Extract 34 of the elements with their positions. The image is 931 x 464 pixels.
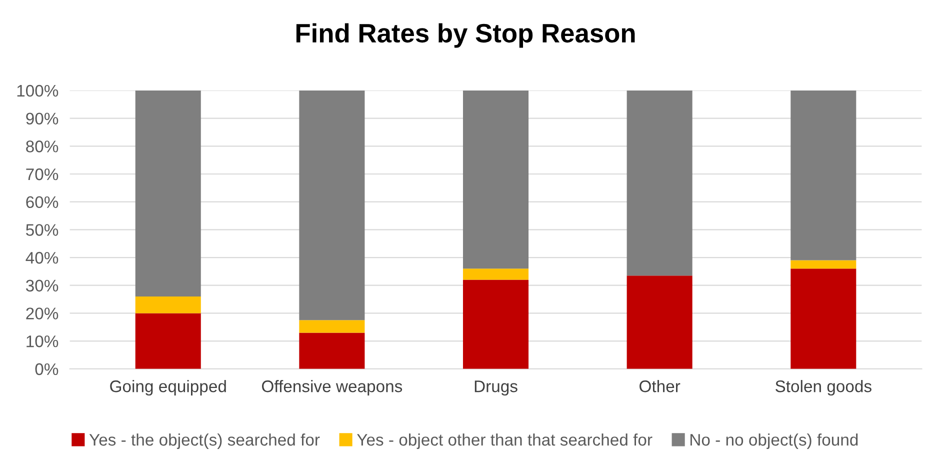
bar [790, 260, 856, 269]
bar [626, 90, 692, 276]
bar [790, 90, 856, 260]
bar [790, 268, 856, 369]
bar [135, 313, 201, 369]
y-tick-label: 60% [26, 196, 58, 208]
y-tick-label: 90% [26, 112, 58, 125]
x-tick-label: Offensive weapons [262, 380, 402, 396]
bar [626, 276, 692, 369]
x-tick-label: Other [640, 380, 680, 392]
bar [299, 332, 365, 369]
legend-label: Yes - the object(s) searched for [89, 433, 320, 449]
y-tick-label: 20% [26, 308, 58, 320]
x-tick-label: Stolen goods [776, 380, 872, 396]
x-tick-label: Drugs [474, 380, 518, 396]
y-tick-label: 0% [35, 363, 58, 376]
y-tick-label: 70% [26, 168, 58, 180]
bar [462, 268, 529, 280]
legend-label: Yes - object other than that searched for [357, 433, 652, 449]
bar [135, 90, 201, 296]
y-tick-label: 50% [26, 224, 58, 236]
chart-title: Find Rates by Stop Reason [296, 23, 635, 48]
bar [462, 280, 529, 369]
y-tick-label: 30% [26, 280, 58, 292]
bar [299, 320, 365, 333]
y-tick-label: 10% [26, 335, 58, 348]
bar [462, 90, 529, 269]
y-tick-label: 80% [26, 140, 58, 152]
y-tick-label: 100% [17, 84, 58, 97]
x-tick-label: Going equipped [110, 380, 226, 396]
y-tick-label: 40% [26, 252, 58, 264]
bar [135, 296, 201, 314]
bar [299, 90, 365, 320]
legend-label: No - no object(s) found [690, 433, 858, 449]
